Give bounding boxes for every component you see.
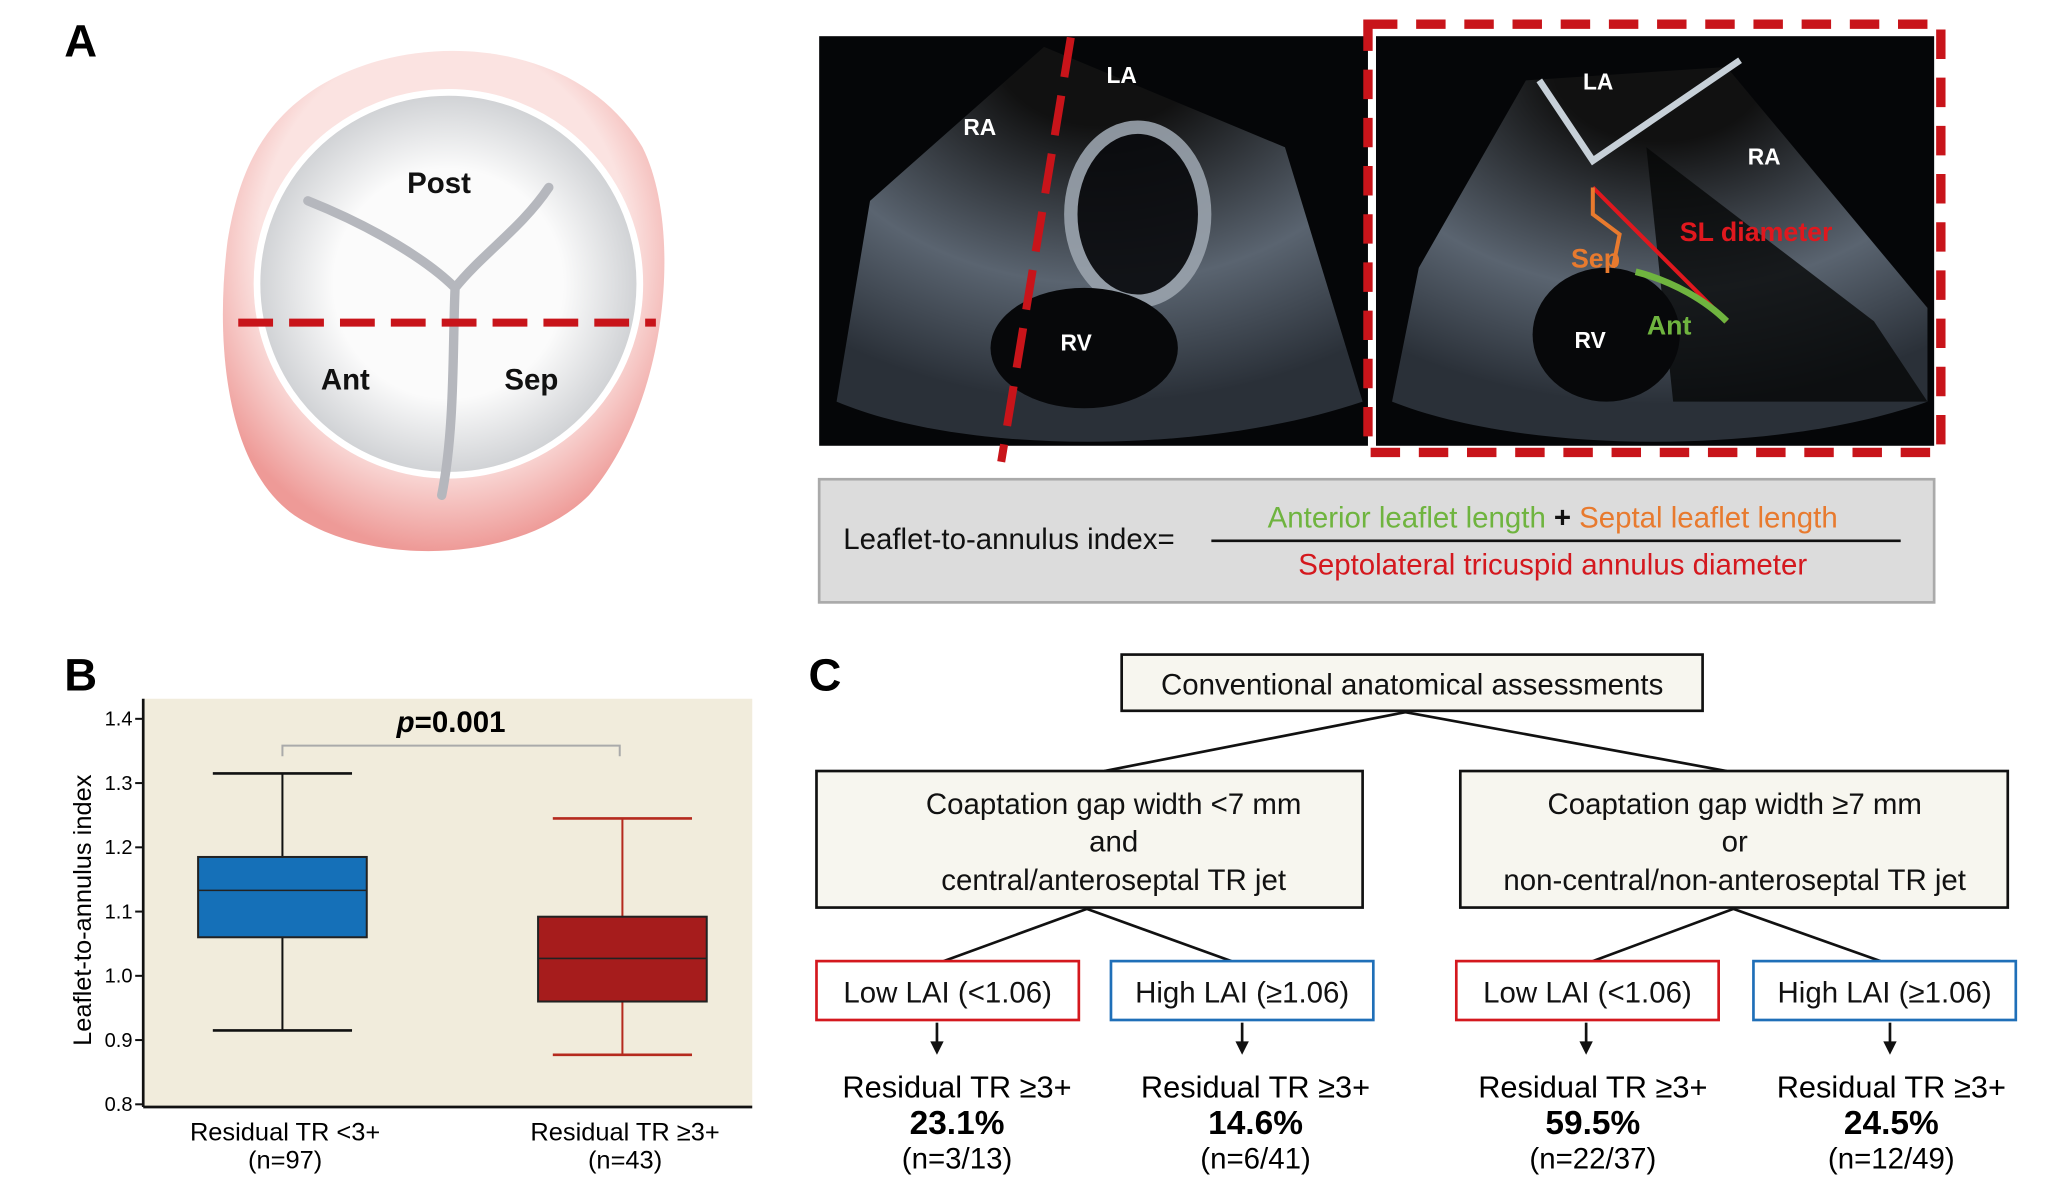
arrow-head-icon — [1883, 1041, 1897, 1055]
flow-right-line3: non-central/non-anteroseptal TR jet — [1503, 864, 1966, 897]
flowchart: Conventional anatomical assessments Coap… — [815, 653, 2018, 1176]
flow-root-text: Conventional anatomical assessments — [1161, 669, 1663, 702]
y-tick-label: 1.2 — [105, 837, 133, 859]
arrow-head-icon — [1579, 1041, 1593, 1055]
y-tick-label: 1.4 — [105, 709, 133, 731]
lai-formula: Leaflet-to-annulus index= Anterior leafl… — [817, 477, 1936, 604]
lai-label: High LAI (≥1.06) — [1778, 977, 1992, 1010]
outcome-label: Residual TR ≥3+ — [1777, 1070, 2006, 1105]
flow-left-line3: central/anteroseptal TR jet — [941, 864, 1286, 897]
sep-leaflet-label: Sep — [1571, 244, 1620, 274]
flow-left-line2: and — [1089, 825, 1138, 858]
flow-right-box — [1458, 769, 2010, 909]
panel-label-c: C — [808, 650, 841, 701]
sl-diameter-label: SL diameter — [1680, 217, 1833, 247]
echo-image-right: LA RA RV SL diameter Sep Ant — [1363, 19, 1946, 458]
y-tick-label: 0.8 — [105, 1094, 133, 1116]
ant-leaflet-label: Ant — [1647, 311, 1692, 341]
lai-box — [1454, 959, 1720, 1022]
box-plot: Leaflet-to-annulus index p=0.001 0.8 0.9 1… — [69, 698, 753, 1175]
y-tick-label: 0.9 — [105, 1030, 133, 1052]
echo-label-rv: RV — [1061, 330, 1093, 356]
valve-label-ant: Ant — [321, 364, 370, 397]
iqr-box — [197, 855, 368, 939]
lai-box — [1109, 959, 1375, 1022]
lai-box — [815, 959, 1081, 1022]
tricuspid-valve-diagram: Post Ant Sep — [222, 50, 665, 552]
x-category-n: (n=97) — [248, 1147, 322, 1175]
p-value-annotation: p=0.001 — [396, 706, 506, 739]
x-category-label: Residual TR <3+ — [190, 1118, 380, 1146]
x-category-label: Residual TR ≥3+ — [530, 1118, 719, 1146]
arrow-head-icon — [1235, 1041, 1249, 1055]
outcome-percent: 59.5% — [1545, 1105, 1640, 1142]
echo-label-ra: RA — [1748, 144, 1781, 170]
flow-left-line1: Coaptation gap width <7 mm — [926, 788, 1302, 821]
outcome-label: Residual TR ≥3+ — [842, 1070, 1071, 1105]
arrow-head-icon — [930, 1041, 944, 1055]
lai-box — [1752, 959, 2018, 1022]
y-tick-label: 1.0 — [105, 966, 133, 988]
y-tick-label: 1.1 — [105, 901, 133, 923]
flow-root-box — [1120, 653, 1704, 713]
outcome-label: Residual TR ≥3+ — [1478, 1070, 1707, 1105]
echo-label-rv: RV — [1575, 327, 1607, 353]
echo-label-ra: RA — [963, 114, 996, 140]
formula-denominator: Septolateral tricuspid annulus diameter — [1298, 548, 1807, 581]
formula-numerator: Anterior leaflet length + Septal leaflet l… — [1268, 501, 1838, 534]
lai-label: Low LAI (<1.06) — [843, 977, 1052, 1010]
outcome-n: (n=3/13) — [902, 1143, 1012, 1176]
flow-left-box — [815, 769, 1364, 909]
outcome-percent: 24.5% — [1844, 1105, 1939, 1142]
y-axis-label: Leaflet-to-annulus index — [69, 774, 97, 1046]
echo-image-left: LA RA RV — [819, 36, 1368, 463]
panel-label-b: B — [64, 650, 97, 701]
formula-lhs: Leaflet-to-annulus index= — [843, 523, 1174, 556]
outcome-n: (n=6/41) — [1200, 1143, 1310, 1176]
flow-right-line2: or — [1722, 825, 1748, 858]
echo-label-la: LA — [1107, 62, 1137, 88]
significance-bracket — [281, 744, 621, 757]
lai-label: Low LAI (<1.06) — [1483, 977, 1692, 1010]
outcome-percent: 23.1% — [910, 1105, 1005, 1142]
panel-label-a: A — [64, 15, 97, 66]
x-category-n: (n=43) — [588, 1147, 662, 1175]
y-tick-label: 1.3 — [105, 773, 133, 795]
echo-label-la: LA — [1583, 69, 1613, 95]
flow-right-line1: Coaptation gap width ≥7 mm — [1547, 788, 1922, 821]
outcome-n: (n=22/37) — [1529, 1143, 1656, 1176]
valve-label-sep: Sep — [504, 364, 558, 397]
outcome-n: (n=12/49) — [1828, 1143, 1955, 1176]
lai-label: High LAI (≥1.06) — [1135, 977, 1349, 1010]
valve-label-post: Post — [407, 167, 471, 200]
outcome-percent: 14.6% — [1208, 1105, 1303, 1142]
outcome-label: Residual TR ≥3+ — [1141, 1070, 1370, 1105]
